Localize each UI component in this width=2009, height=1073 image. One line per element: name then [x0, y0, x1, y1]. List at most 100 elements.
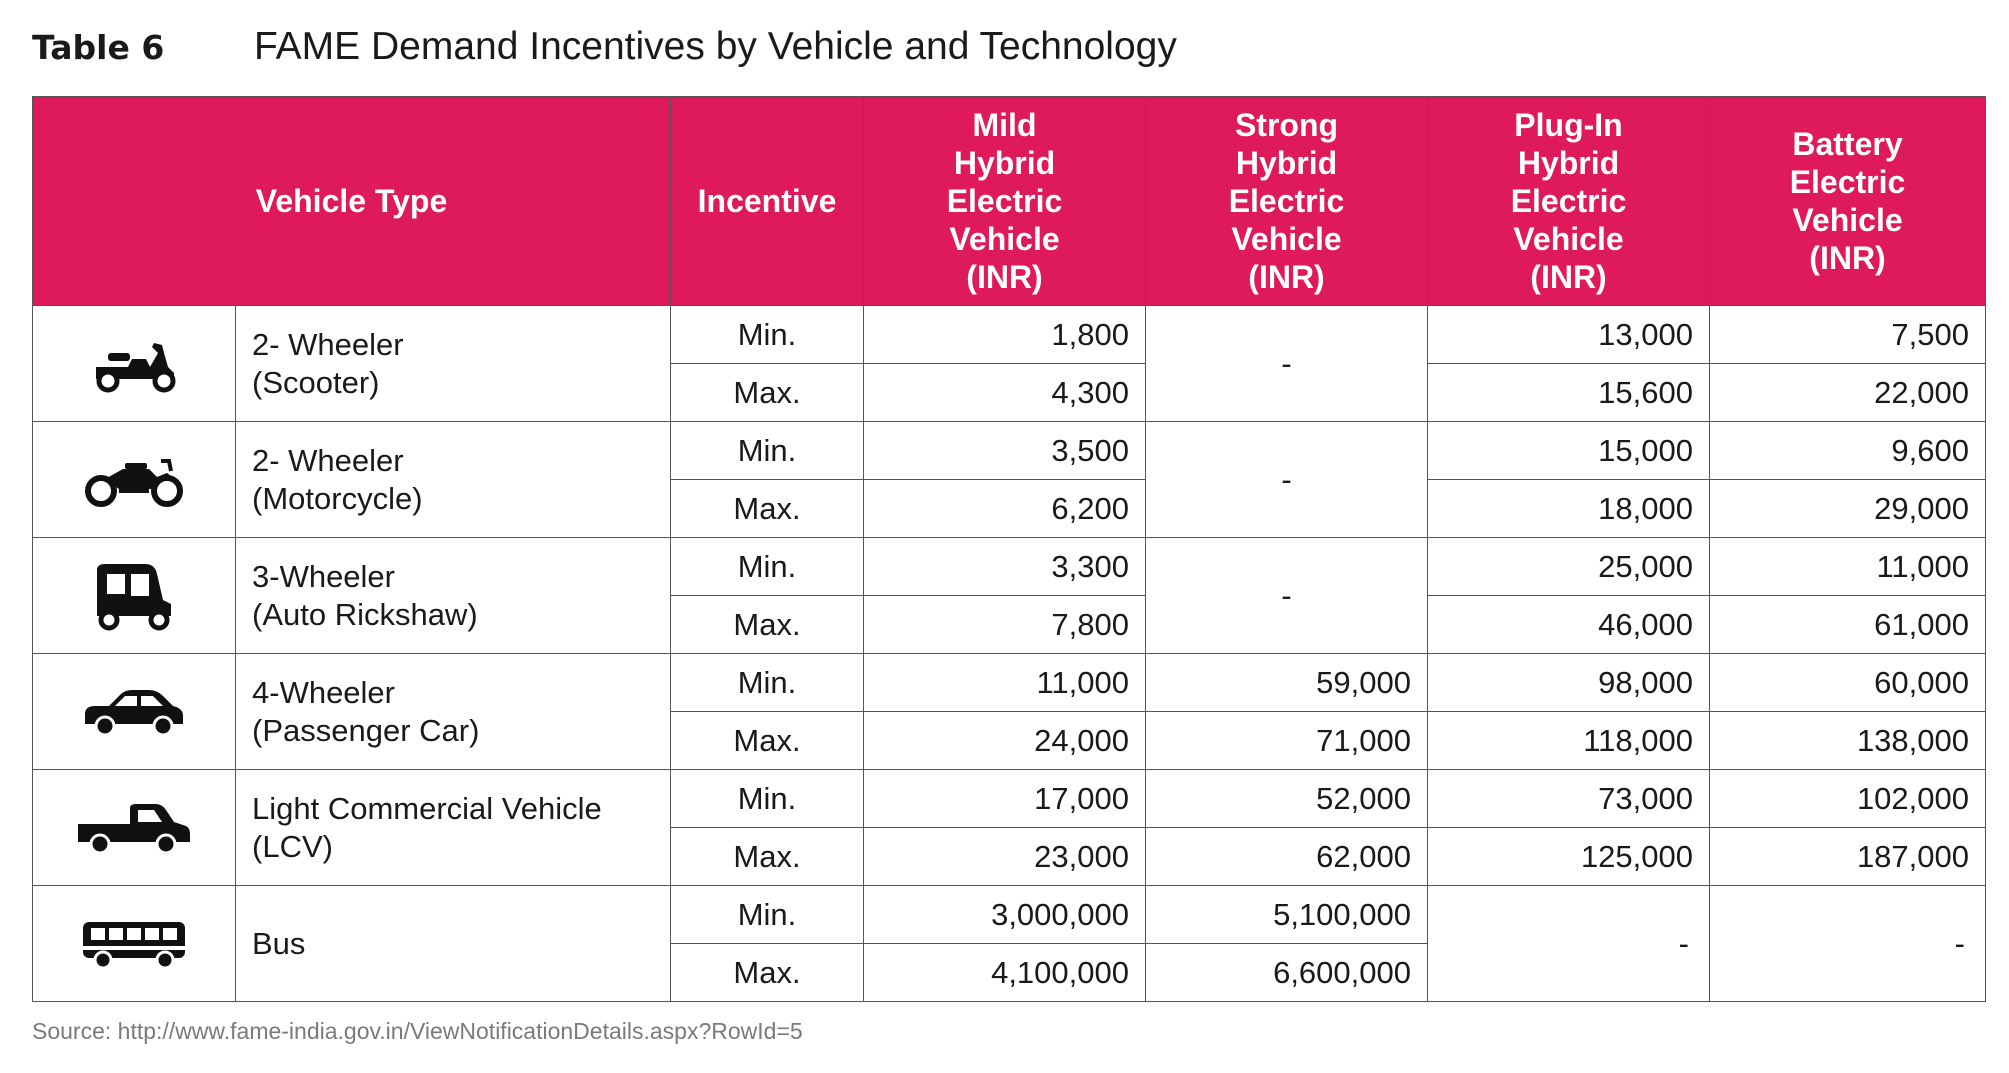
vehicle-subtype: (Scooter) — [252, 364, 380, 400]
vehicle-icon-cell — [32, 537, 236, 654]
vehicle-type-motorcycle: 2- Wheeler (Motorcycle) — [235, 421, 671, 538]
header-line: (INR) — [966, 259, 1043, 295]
incentive-max: Max. — [670, 479, 864, 538]
value-strong: 6,600,000 — [1145, 943, 1428, 1002]
vehicle-type-scooter: 2- Wheeler (Scooter) — [235, 305, 671, 422]
value-plugin: 15,600 — [1427, 363, 1710, 422]
value-plugin: 46,000 — [1427, 595, 1710, 654]
header-line: Hybrid — [1517, 145, 1620, 181]
value-strong: - — [1145, 305, 1428, 422]
header-line: (INR) — [1248, 259, 1325, 295]
value-mild: 4,300 — [863, 363, 1146, 422]
table-row: Max. 4,100,000 6,600,000 — [33, 943, 1986, 1002]
table-row: 2- Wheeler (Motorcycle) Min. 3,500 - 15,… — [32, 421, 1986, 538]
header-row: Vehicle Type Incentive Mild Hybrid Elect… — [32, 96, 1986, 306]
table-row: Max. 24,000 71,000 118,000 138,000 — [33, 711, 1986, 770]
header-line: Vehicle — [1231, 221, 1342, 257]
header-line: Electric — [1510, 183, 1627, 219]
vehicle-type-bus: Bus — [235, 885, 671, 1002]
table-row: Max. 23,000 62,000 125,000 187,000 — [33, 827, 1986, 886]
table-number: Table 6 — [32, 27, 165, 67]
value-battery: 102,000 — [1709, 769, 1986, 828]
car-icon — [85, 689, 183, 736]
header-line: (INR) — [1530, 259, 1607, 295]
value-mild: 3,300 — [863, 537, 1146, 596]
value-plugin: 18,000 — [1427, 479, 1710, 538]
header-battery-electric: Battery Electric Vehicle (INR) — [1709, 96, 1986, 306]
table-row: Bus Min. 3,000,000 5,100,000 - - — [32, 885, 1986, 1002]
header-line: Electric — [1789, 164, 1906, 200]
header-line: Vehicle — [949, 221, 1060, 257]
header-incentive: Incentive — [670, 96, 864, 306]
vehicle-icon-cell — [32, 305, 236, 422]
value-mild: 3,000,000 — [863, 885, 1146, 944]
value-strong: 59,000 — [1145, 653, 1428, 712]
incentive-min: Min. — [670, 769, 864, 828]
value-battery: 9,600 — [1709, 421, 1986, 480]
bus-icon — [83, 921, 185, 969]
value-battery: 61,000 — [1709, 595, 1986, 654]
value-battery: 187,000 — [1709, 827, 1986, 886]
value-battery: 7,500 — [1709, 305, 1986, 364]
table-row: Light Commercial Vehicle (LCV) Min. 17,0… — [32, 769, 1986, 886]
vehicle-name: Light Commercial Vehicle — [252, 790, 602, 826]
incentives-table: Vehicle Type Incentive Mild Hybrid Elect… — [32, 96, 1986, 1002]
title-row: Table 6 FAME Demand Incentives by Vehicl… — [32, 22, 1177, 72]
value-battery: - — [1709, 885, 1986, 1002]
motorcycle-icon — [85, 458, 183, 507]
value-plugin: 118,000 — [1427, 711, 1710, 770]
vehicle-name: 3-Wheeler — [252, 558, 395, 594]
vehicle-subtype: (Auto Rickshaw) — [252, 596, 478, 632]
pickup-truck-icon — [78, 803, 190, 854]
header-line: Mild — [972, 107, 1037, 143]
incentive-min: Min. — [670, 421, 864, 480]
value-strong: 62,000 — [1145, 827, 1428, 886]
table-row: 2- Wheeler (Scooter) Min. 1,800 - 13,000… — [32, 305, 1986, 422]
header-line: Vehicle — [1513, 221, 1624, 257]
header-line: Electric — [1228, 183, 1345, 219]
value-plugin: 125,000 — [1427, 827, 1710, 886]
incentive-max: Max. — [670, 711, 864, 770]
value-strong: - — [1145, 421, 1428, 538]
vehicle-subtype: (LCV) — [252, 828, 333, 864]
header-line: Vehicle — [1792, 202, 1903, 238]
auto-rickshaw-icon — [97, 563, 171, 630]
incentive-min: Min. — [670, 885, 864, 944]
header-line: Strong — [1234, 107, 1339, 143]
vehicle-name: 4-Wheeler — [252, 674, 395, 710]
header-mild-hybrid: Mild Hybrid Electric Vehicle (INR) — [863, 96, 1146, 306]
table-title: FAME Demand Incentives by Vehicle and Te… — [254, 25, 1177, 68]
vehicle-icon-cell — [32, 769, 236, 886]
value-battery: 138,000 — [1709, 711, 1986, 770]
header-line: Battery — [1792, 126, 1903, 162]
header-vehicle-type: Vehicle Type — [32, 96, 671, 306]
header-strong-hybrid: Strong Hybrid Electric Vehicle (INR) — [1145, 96, 1428, 306]
scooter-icon — [96, 342, 176, 392]
header-line: (INR) — [1809, 240, 1886, 276]
value-battery: 29,000 — [1709, 479, 1986, 538]
incentive-max: Max. — [670, 363, 864, 422]
vehicle-icon-cell — [32, 421, 236, 538]
value-plugin: 98,000 — [1427, 653, 1710, 712]
vehicle-type-lcv: Light Commercial Vehicle (LCV) — [235, 769, 671, 886]
value-battery: 11,000 — [1709, 537, 1986, 596]
table-row: 4-Wheeler (Passenger Car) Min. 11,000 59… — [32, 653, 1986, 770]
vehicle-type-auto-rickshaw: 3-Wheeler (Auto Rickshaw) — [235, 537, 671, 654]
value-plugin: 15,000 — [1427, 421, 1710, 480]
vehicle-icon-cell — [32, 885, 236, 1002]
incentive-max: Max. — [670, 827, 864, 886]
incentive-min: Min. — [670, 537, 864, 596]
vehicle-subtype: (Motorcycle) — [252, 480, 423, 516]
source-note: Source: http://www.fame-india.gov.in/Vie… — [32, 1018, 803, 1044]
vehicle-name: Bus — [252, 925, 306, 961]
header-line: Plug-In — [1514, 107, 1623, 143]
value-strong: 5,100,000 — [1145, 885, 1428, 944]
vehicle-type-passenger-car: 4-Wheeler (Passenger Car) — [235, 653, 671, 770]
vehicle-name: 2- Wheeler — [252, 326, 404, 362]
value-mild: 24,000 — [863, 711, 1146, 770]
vehicle-subtype: (Passenger Car) — [252, 712, 480, 748]
incentive-max: Max. — [670, 943, 864, 1002]
value-plugin: 13,000 — [1427, 305, 1710, 364]
value-strong: 52,000 — [1145, 769, 1428, 828]
value-mild: 4,100,000 — [863, 943, 1146, 1002]
